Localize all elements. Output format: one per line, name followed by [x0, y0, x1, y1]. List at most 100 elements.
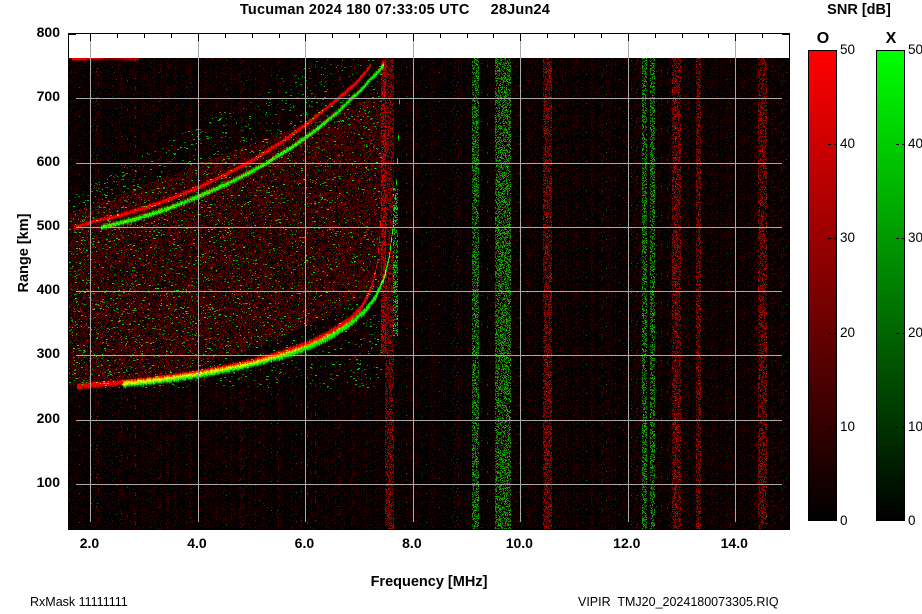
- instrument-file-label: VIPIR TMJ20_2024180073305.RIQ: [578, 595, 779, 609]
- colorbar-x-label: 40: [908, 136, 922, 151]
- tick-y-left: [69, 195, 73, 196]
- colorbar-title: SNR [dB]: [827, 2, 891, 18]
- tick-x-bottom: [359, 525, 360, 529]
- tick-x-top: [90, 34, 91, 41]
- colorbar-o-label: 0: [840, 513, 848, 528]
- tick-y-left: [69, 98, 76, 99]
- tick-x-top: [789, 34, 790, 38]
- tick-y-left: [69, 420, 76, 421]
- page-title: Tucuman 2024 180 07:33:05 UTC 28Jun24: [239, 2, 551, 18]
- colorbar-x-gradient: [876, 50, 905, 521]
- tick-x-top: [144, 34, 145, 38]
- tick-y-left: [69, 163, 76, 164]
- tick-x-top: [117, 34, 118, 38]
- tick-x-bottom: [467, 525, 468, 529]
- tick-y-right: [785, 195, 789, 196]
- tick-x-bottom: [279, 525, 280, 529]
- tick-x-bottom: [198, 522, 199, 529]
- tick-y-left: [69, 34, 76, 35]
- tick-x-top: [225, 34, 226, 38]
- colorbar-o-tick: [828, 427, 837, 429]
- tick-y-right: [782, 163, 789, 164]
- tick-x-top: [198, 34, 199, 41]
- tick-x-bottom: [493, 525, 494, 529]
- x-axis-title: Frequency [MHz]: [370, 574, 488, 590]
- tick-x-bottom: [171, 525, 172, 529]
- y-tick-label: 500: [36, 216, 60, 233]
- colorbar-o-label: 30: [840, 230, 856, 245]
- tick-x-top: [601, 34, 602, 38]
- colorbar-o-tick: [828, 238, 837, 240]
- tick-x-top: [493, 34, 494, 38]
- tick-y-right: [782, 484, 789, 485]
- colorbar-o-label: 10: [840, 419, 856, 434]
- tick-y-right: [785, 66, 789, 67]
- y-axis-title: Range [km]: [16, 213, 32, 293]
- tick-y-left: [69, 227, 76, 228]
- tick-x-top: [682, 34, 683, 38]
- tick-y-left: [69, 291, 76, 292]
- colorbar-o-label: 50: [840, 42, 856, 57]
- tick-x-bottom: [305, 522, 306, 529]
- tick-y-left: [69, 452, 73, 453]
- colorbar-o-label: 40: [840, 136, 856, 151]
- tick-x-bottom: [601, 525, 602, 529]
- tick-x-top: [762, 34, 763, 38]
- tick-x-bottom: [440, 525, 441, 529]
- tick-y-right: [782, 227, 789, 228]
- tick-y-left: [69, 388, 73, 389]
- tick-y-left: [69, 355, 76, 356]
- tick-x-top: [520, 34, 521, 41]
- x-tick-label: 4.0: [187, 535, 207, 551]
- tick-y-right: [782, 355, 789, 356]
- tick-x-top: [386, 34, 387, 38]
- colorbar-x-label: 20: [908, 325, 922, 340]
- x-tick-label: 14.0: [720, 535, 748, 551]
- colorbar-o-head: O: [816, 30, 830, 47]
- tick-x-bottom: [547, 525, 548, 529]
- tick-y-right: [785, 130, 789, 131]
- tick-x-top: [574, 34, 575, 38]
- tick-x-bottom: [386, 525, 387, 529]
- tick-y-right: [782, 98, 789, 99]
- x-tick-label: 2.0: [79, 535, 100, 551]
- tick-x-top: [467, 34, 468, 38]
- tick-x-bottom: [413, 522, 414, 529]
- tick-x-top: [547, 34, 548, 38]
- tick-x-top: [628, 34, 629, 41]
- tick-x-top: [332, 34, 333, 38]
- tick-x-top: [708, 34, 709, 38]
- tick-y-left: [69, 484, 76, 485]
- x-tick-label: 12.0: [613, 535, 641, 551]
- tick-x-bottom: [762, 525, 763, 529]
- tick-x-bottom: [789, 525, 790, 529]
- y-tick-label: 400: [36, 281, 60, 298]
- colorbar-o-label: 20: [840, 325, 856, 340]
- colorbar-x-label: 50: [908, 42, 922, 57]
- tick-x-bottom: [520, 522, 521, 529]
- tick-x-bottom: [628, 522, 629, 529]
- colorbar-x-label: 10: [908, 419, 922, 434]
- tick-x-bottom: [708, 525, 709, 529]
- rxmask-label: RxMask 11111111: [30, 595, 128, 609]
- y-tick-label: 800: [36, 24, 60, 40]
- tick-x-bottom: [574, 525, 575, 529]
- tick-y-right: [785, 259, 789, 260]
- tick-x-top: [305, 34, 306, 41]
- tick-y-left: [69, 323, 73, 324]
- tick-y-right: [782, 34, 789, 35]
- colorbar-x-label: 0: [908, 513, 916, 528]
- tick-x-bottom: [117, 525, 118, 529]
- tick-y-right: [785, 388, 789, 389]
- ionogram-pixel-canvas: [69, 58, 789, 529]
- x-tick-label: 6.0: [294, 535, 315, 551]
- y-tick-label: 100: [36, 474, 60, 490]
- tick-y-right: [785, 452, 789, 453]
- ionogram-image: [69, 58, 789, 529]
- ionogram-plot-area: [68, 33, 790, 530]
- colorbar-o-tick: [828, 333, 837, 335]
- tick-y-right: [785, 323, 789, 324]
- tick-y-left: [69, 516, 73, 517]
- tick-y-right: [782, 291, 789, 292]
- tick-x-bottom: [735, 522, 736, 529]
